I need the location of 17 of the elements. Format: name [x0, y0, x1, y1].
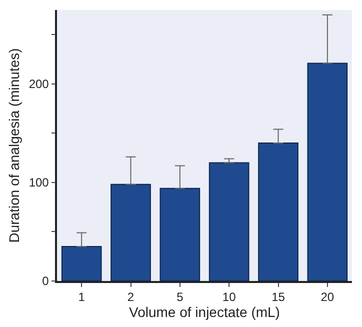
x-axis-title: Volume of injectate (mL) [129, 304, 280, 320]
y-tick-label: 200 [28, 77, 50, 92]
x-tick-label: 1 [78, 290, 86, 304]
x-tick-label: 5 [176, 290, 184, 304]
x-tick-label: 2 [127, 290, 134, 304]
bar [208, 162, 250, 281]
x-tick-label: 10 [222, 290, 236, 304]
y-tick-label: 0 [42, 274, 50, 288]
bar [61, 246, 102, 281]
x-tick-label: 15 [272, 290, 286, 304]
bar [110, 184, 151, 281]
bar [160, 188, 200, 281]
bar [258, 142, 298, 281]
bar [307, 62, 348, 281]
x-tick-label: 20 [320, 290, 334, 304]
y-tick-label: 100 [28, 176, 50, 190]
y-axis-title: Duration of analgesia (minutes) [6, 48, 22, 243]
